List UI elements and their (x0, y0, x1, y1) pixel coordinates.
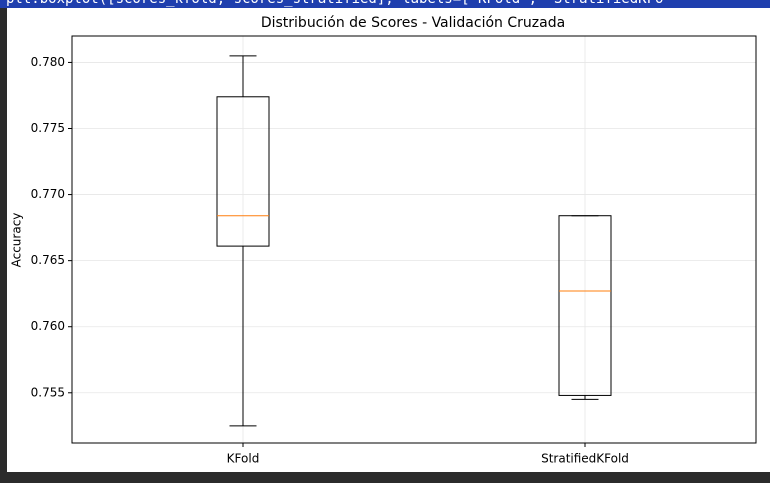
figure-bg (7, 8, 770, 472)
y-tick-label: 0.755 (31, 385, 65, 399)
y-tick-label: 0.765 (31, 253, 65, 267)
box (216, 96, 270, 247)
y-axis-label: Accuracy (10, 213, 24, 268)
x-tick-label: StratifiedKFold (541, 452, 629, 466)
chart-title: Distribución de Scores - Validación Cruz… (261, 15, 565, 31)
y-tick-label: 0.760 (31, 319, 65, 333)
y-tick-label: 0.770 (31, 187, 65, 201)
box (558, 215, 612, 396)
plot-frame (71, 35, 757, 444)
x-tick-label: KFold (227, 452, 260, 466)
y-tick-label: 0.775 (31, 121, 65, 135)
y-tick-label: 0.780 (31, 55, 65, 69)
code-bar: plt.boxplot([scores_kfold, scores_strati… (0, 0, 770, 8)
code-line: plt.boxplot([scores_kfold, scores_strati… (6, 0, 663, 7)
chart: Distribución de Scores - Validación Cruz… (7, 8, 770, 472)
